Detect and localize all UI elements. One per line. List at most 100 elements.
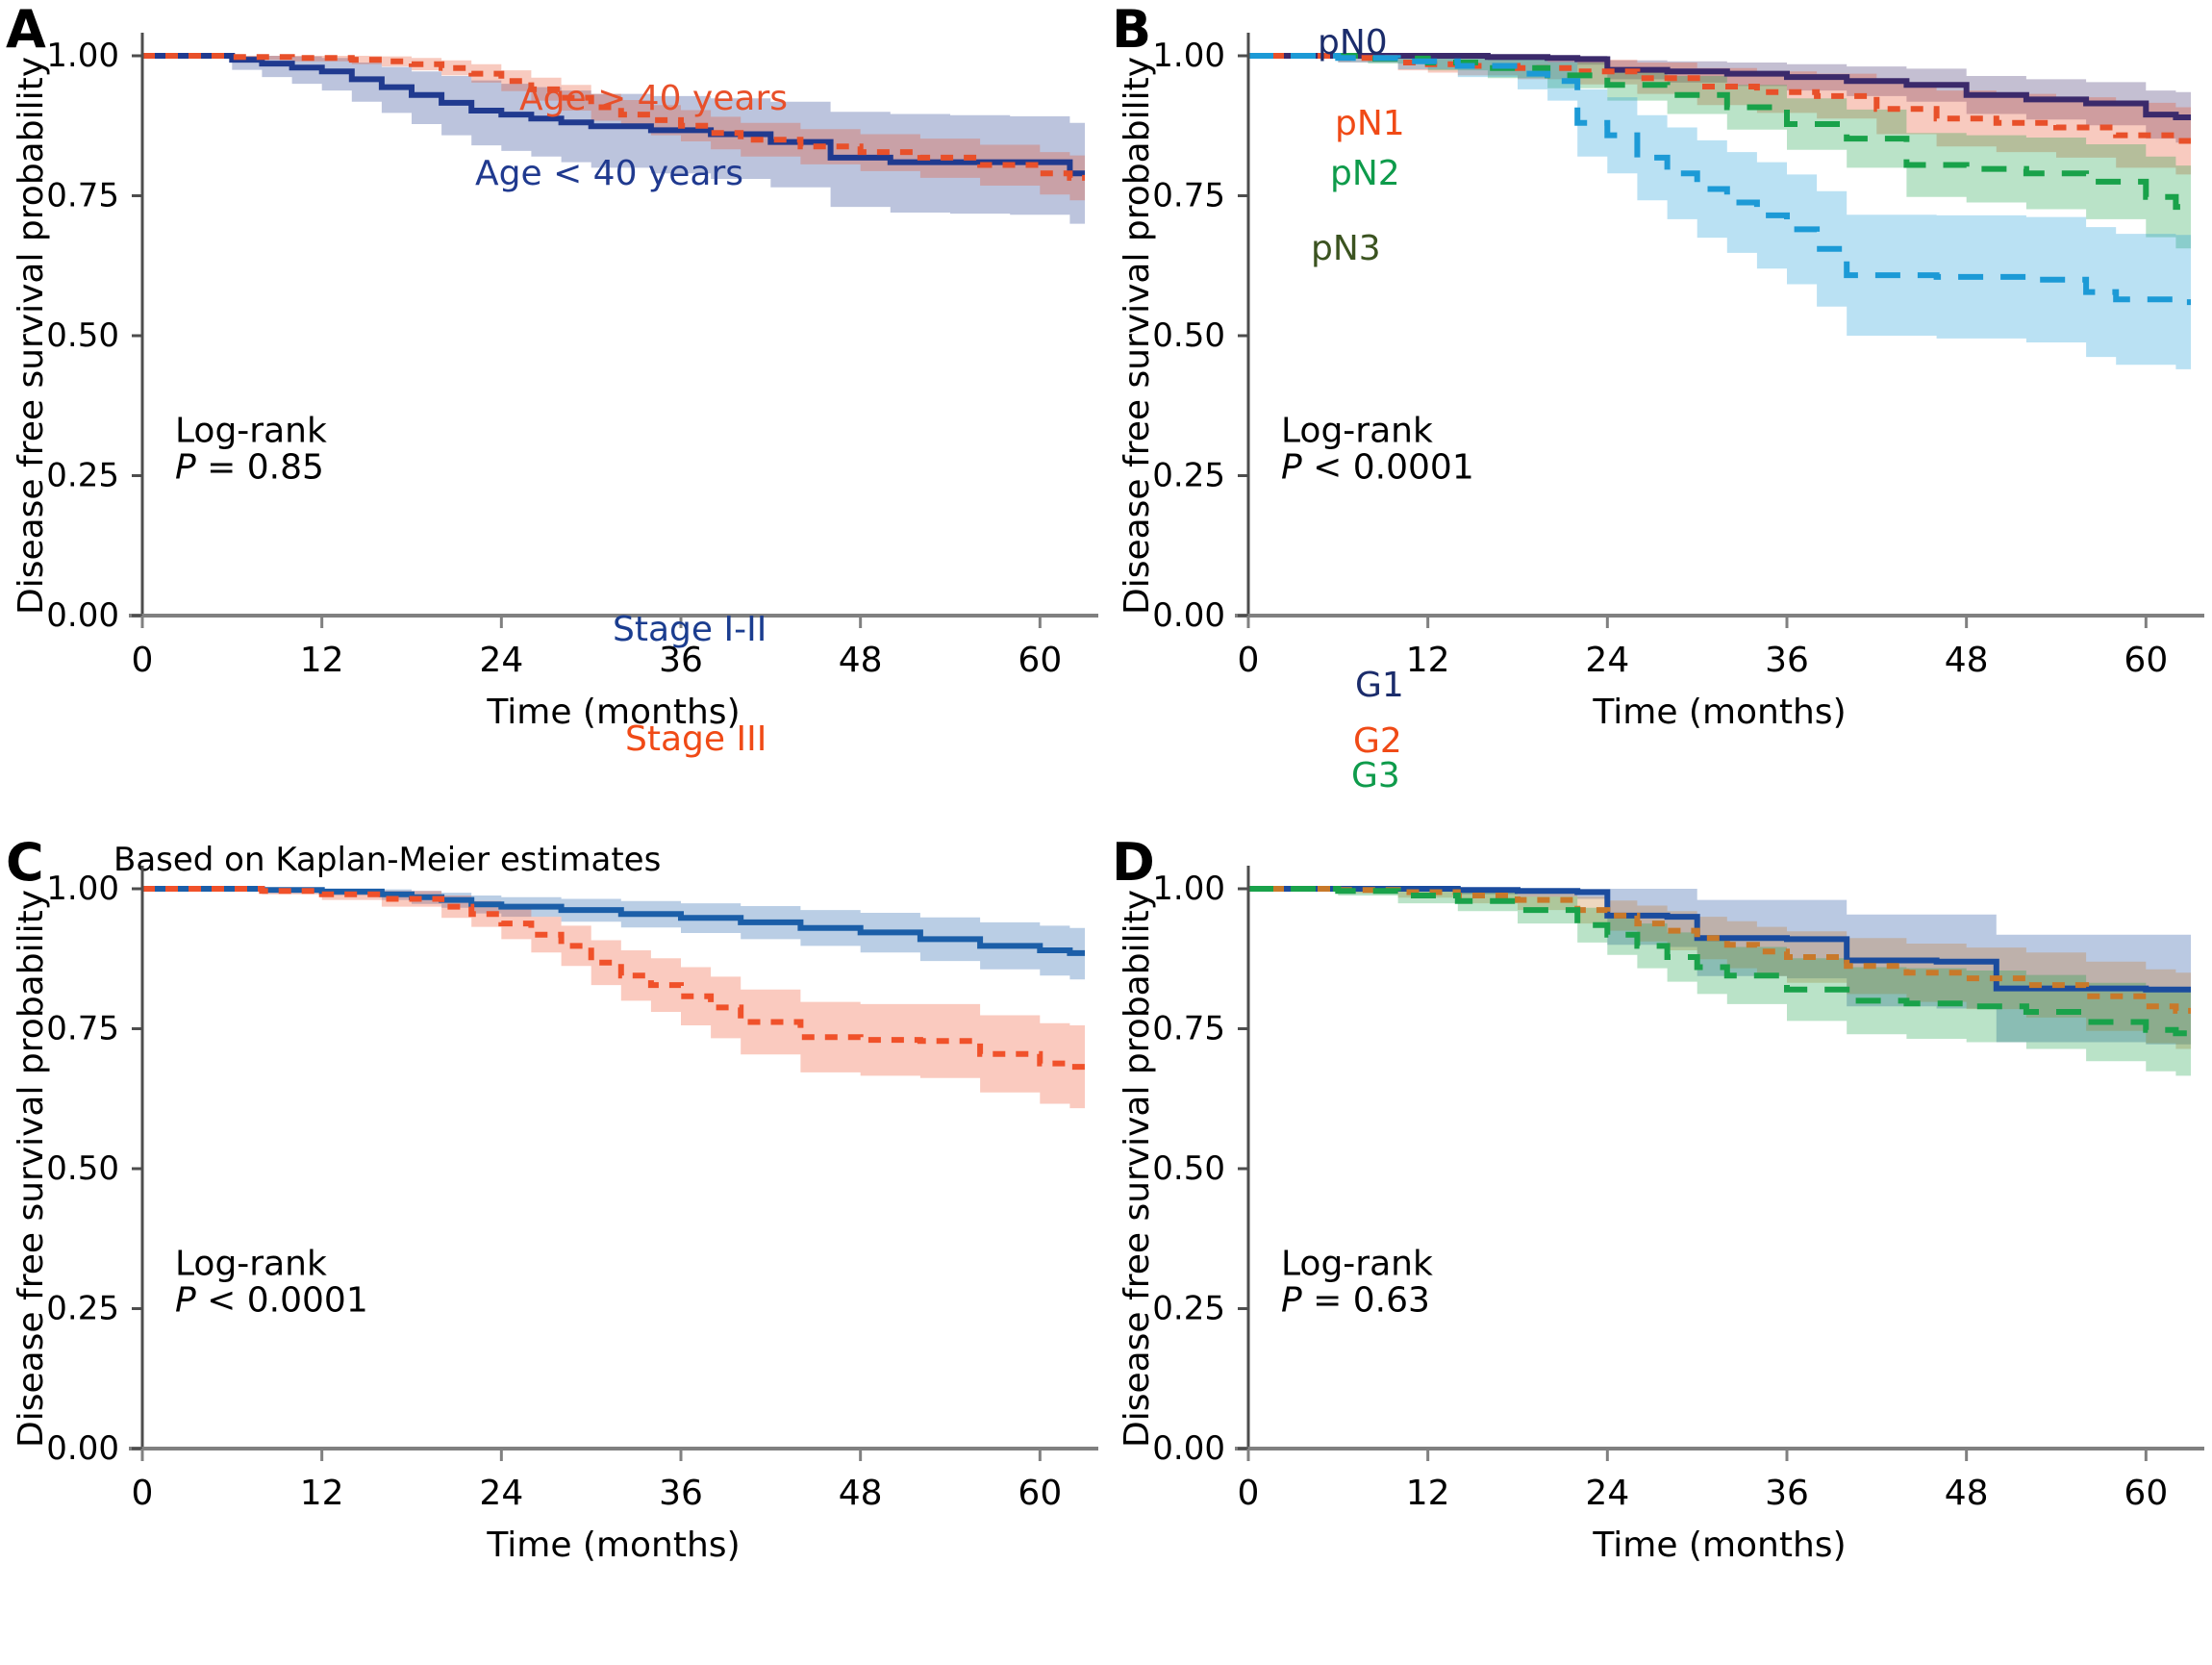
logrank-pvalue: P < 0.0001 xyxy=(1281,447,1474,487)
confidence-band xyxy=(142,56,1085,201)
logrank-label: Log-rank xyxy=(175,412,327,451)
confidence-band xyxy=(1248,56,2191,369)
y-tick-label: 0.75 xyxy=(1152,177,1225,215)
x-axis-label: Time (months) xyxy=(1592,1526,1846,1565)
series-label: Age < 40 years xyxy=(475,154,743,193)
logrank-label: Log-rank xyxy=(1281,1245,1433,1284)
panel-b-letter: B xyxy=(1112,0,1152,60)
x-tick-label: 0 xyxy=(1238,1474,1260,1513)
series-label: Stage III xyxy=(625,719,767,759)
y-tick-label: 0.00 xyxy=(46,1429,119,1468)
logrank-pvalue: P = 0.85 xyxy=(175,447,324,487)
x-axis-label: Time (months) xyxy=(1592,693,1846,732)
x-axis-label: Time (months) xyxy=(486,1526,740,1565)
panel-d-letter: D xyxy=(1112,832,1155,893)
y-tick-label: 0.25 xyxy=(46,1290,119,1328)
x-tick-label: 48 xyxy=(1945,641,1989,680)
y-axis-label: Disease free survival probability xyxy=(1118,890,1157,1448)
y-tick-label: 0.75 xyxy=(46,177,119,215)
x-tick-label: 36 xyxy=(1765,641,1809,680)
x-tick-label: 0 xyxy=(1238,641,1260,680)
survival-curve xyxy=(142,53,1085,177)
panel-b-plot: 0.00 0.25 0.50 0.75 1.00 0 12 24 36 48 60 Time (mon… xyxy=(1118,23,2204,732)
y-tick-label: 1.00 xyxy=(46,37,119,75)
x-tick-label: 48 xyxy=(1945,1474,1989,1513)
logrank-label: Log-rank xyxy=(175,1245,327,1284)
survival-curve xyxy=(1248,53,2191,120)
series-label: G2 xyxy=(1353,721,1402,761)
y-axis-label: Disease free survival probability xyxy=(12,57,51,615)
series-label: pN1 xyxy=(1335,104,1405,143)
x-tick-label: 12 xyxy=(1406,641,1450,680)
series-label: G1 xyxy=(1355,666,1404,705)
survival-curve xyxy=(142,886,1085,956)
y-tick-label: 1.00 xyxy=(1152,37,1225,75)
survival-curve xyxy=(1248,886,2191,993)
panel-d: D 0.00 0.25 0.50 0.75 1.00 0 12 24 36 48 60 Time (m… xyxy=(1106,666,2212,1665)
confidence-band xyxy=(1248,56,2191,175)
y-tick-label: 1.00 xyxy=(46,870,119,908)
x-tick-label: 24 xyxy=(1585,1474,1629,1513)
confidence-band xyxy=(1248,56,2191,143)
survival-curve xyxy=(1248,886,2191,1037)
panel-a: A 0.00 0.25 0.50 0.75 1.00 0 12 24 36 48 60 Time (m… xyxy=(0,0,1106,832)
x-tick-label: 0 xyxy=(132,1474,154,1513)
y-tick-label: 1.00 xyxy=(1152,870,1225,908)
series-label: Age > 40 years xyxy=(519,79,788,118)
x-tick-label: 48 xyxy=(839,641,883,680)
y-tick-label: 0.25 xyxy=(1152,1290,1225,1328)
x-axis-label: Time (months) xyxy=(486,693,740,732)
logrank-pvalue: P < 0.0001 xyxy=(175,1280,368,1320)
y-axis-label: Disease free survival probability xyxy=(1118,57,1157,615)
x-tick-label: 36 xyxy=(659,641,703,680)
x-tick-label: 60 xyxy=(1018,641,1062,680)
survival-curve xyxy=(142,886,1085,1071)
panel-c-letter: C xyxy=(6,832,44,893)
panel-a-letter: A xyxy=(6,0,46,60)
x-tick-label: 48 xyxy=(839,1474,883,1513)
x-tick-label: 36 xyxy=(659,1474,703,1513)
y-tick-label: 0.00 xyxy=(46,596,119,635)
x-tick-label: 12 xyxy=(300,641,344,680)
y-tick-label: 0.50 xyxy=(46,1149,119,1188)
x-tick-label: 60 xyxy=(2124,641,2168,680)
survival-curve xyxy=(142,53,1085,181)
survival-curve xyxy=(1248,53,2191,306)
logrank-pvalue: P = 0.63 xyxy=(1281,1280,1430,1320)
panel-c: C Based on Kaplan-Meier estimates 0.00 0.… xyxy=(0,610,1106,1665)
y-tick-label: 0.75 xyxy=(1152,1010,1225,1048)
series-label: G3 xyxy=(1351,756,1400,795)
x-tick-label: 12 xyxy=(1406,1474,1450,1513)
x-tick-label: 0 xyxy=(132,641,154,680)
x-tick-label: 24 xyxy=(479,641,523,680)
x-tick-label: 24 xyxy=(479,1474,523,1513)
series-label: pN2 xyxy=(1330,154,1400,193)
survival-curve xyxy=(1248,53,2191,211)
confidence-band xyxy=(1248,889,2191,1049)
x-tick-label: 60 xyxy=(1018,1474,1062,1513)
x-tick-label: 24 xyxy=(1585,641,1629,680)
x-tick-label: 60 xyxy=(2124,1474,2168,1513)
panel-c-plot: 0.00 0.25 0.50 0.75 1.00 0 12 24 36 48 60 Time (mon… xyxy=(12,610,1098,1565)
y-tick-label: 0.25 xyxy=(46,457,119,495)
survival-curve xyxy=(1248,886,2191,1014)
x-tick-label: 36 xyxy=(1765,1474,1809,1513)
panel-d-plot: 0.00 0.25 0.50 0.75 1.00 0 12 24 36 48 60 Time (mon… xyxy=(1118,666,2204,1565)
series-label: pN0 xyxy=(1318,23,1388,63)
confidence-band xyxy=(142,56,1085,224)
y-axis-label: Disease free survival probability xyxy=(12,890,51,1448)
panel-c-title: Based on Kaplan-Meier estimates xyxy=(113,841,662,879)
panel-a-plot: 0.00 0.25 0.50 0.75 1.00 0 12 24 36 48 60 Time (mon… xyxy=(12,33,1098,732)
series-label: Stage I-II xyxy=(613,610,767,649)
confidence-band xyxy=(142,889,1085,1109)
y-tick-label: 0.75 xyxy=(46,1010,119,1048)
confidence-band xyxy=(1248,889,2191,1076)
y-tick-label: 0.50 xyxy=(1152,1149,1225,1188)
x-tick-label: 12 xyxy=(300,1474,344,1513)
confidence-band xyxy=(142,889,1085,980)
y-tick-label: 0.25 xyxy=(1152,457,1225,495)
y-tick-label: 0.00 xyxy=(1152,1429,1225,1468)
y-tick-label: 0.50 xyxy=(46,316,119,355)
series-label: pN3 xyxy=(1311,229,1381,268)
